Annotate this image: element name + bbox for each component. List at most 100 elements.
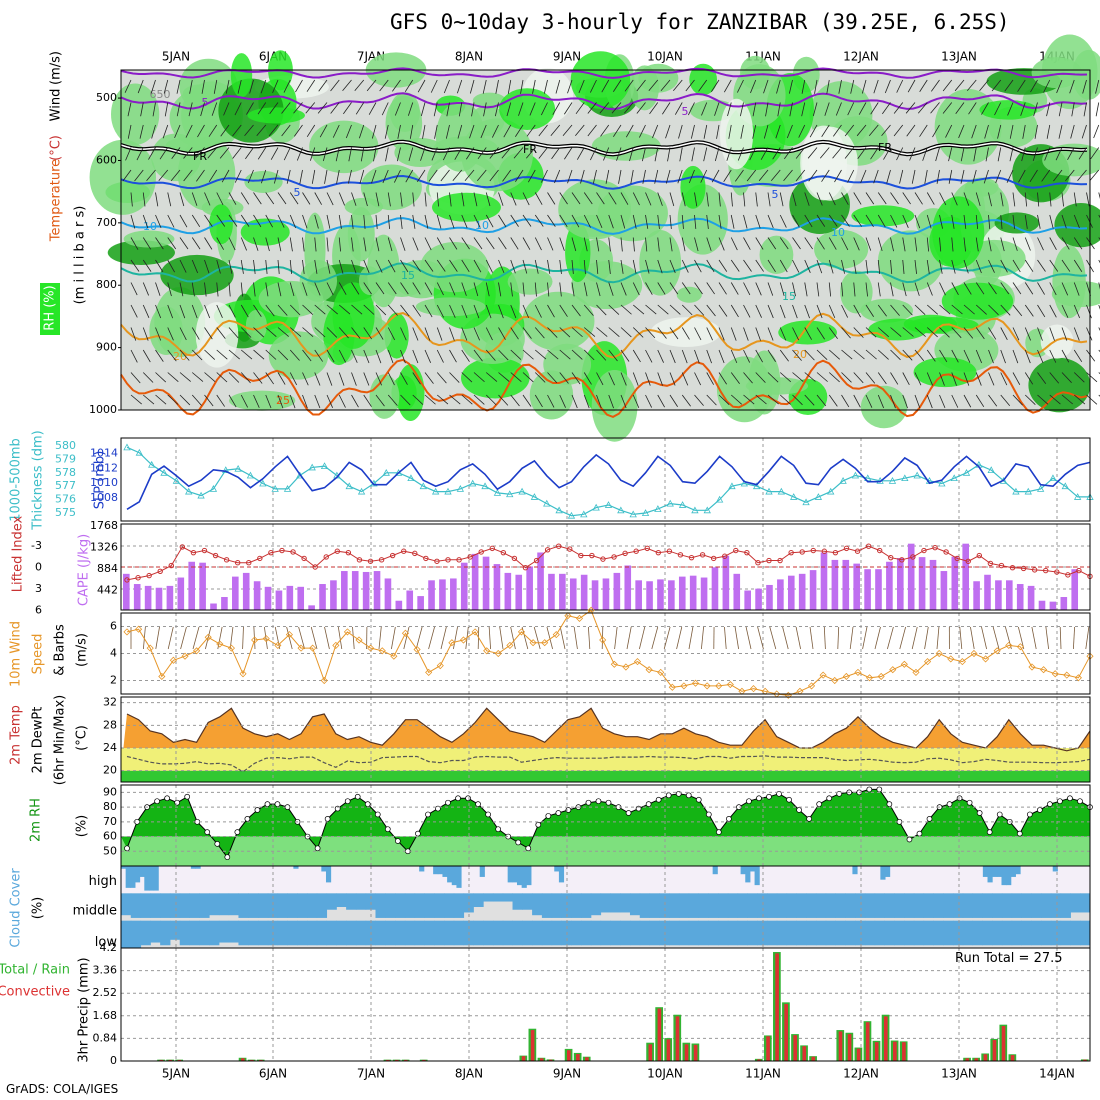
cloud-bar-low [355, 920, 367, 946]
wind-barb [501, 147, 512, 159]
wind-barb [527, 169, 536, 183]
wind-barb [783, 169, 793, 182]
wind-barb [716, 124, 720, 139]
wind-speed-point [842, 672, 850, 681]
cape-frame [120, 523, 1091, 611]
wind-barb [596, 372, 604, 386]
precip-convective-bar [766, 1036, 770, 1061]
wind-barb [1000, 327, 1008, 341]
wind-barb [452, 169, 463, 182]
pressure-frame [120, 437, 1091, 522]
wind-barb [770, 169, 781, 181]
wind-barb [645, 282, 653, 295]
wind-barb [1069, 79, 1075, 94]
wind-barb [200, 102, 205, 117]
wind-barb [694, 304, 705, 316]
wind-barb [424, 237, 432, 251]
wind-speed-point [262, 635, 270, 643]
wind-barb [513, 147, 524, 159]
wind-barb [779, 282, 785, 297]
wind-barb [289, 192, 299, 205]
wind-barb [253, 327, 265, 338]
wind-barb [363, 394, 372, 407]
wind-barb [608, 282, 614, 296]
wind-barb [522, 349, 534, 360]
cloud-bar-low [1001, 920, 1013, 946]
wind-barb [127, 102, 132, 117]
wind-barb [975, 304, 987, 315]
wind-barb [240, 282, 243, 297]
wind-speed-point [297, 644, 305, 652]
wind-barb [1073, 237, 1083, 250]
lifted-index-point [622, 550, 628, 557]
cloud-bar-middle [1070, 893, 1081, 913]
cape-bar [1027, 585, 1035, 610]
wind-speed-point [343, 628, 352, 636]
surface-wind-barb [192, 626, 200, 650]
wind-barb [865, 327, 877, 338]
wind-barb [890, 237, 894, 252]
wind-barb [489, 169, 499, 182]
wind-barb [1070, 124, 1075, 139]
cloud-bar-middle [835, 893, 846, 918]
wind-speed-point [169, 656, 177, 664]
wind-barb [534, 237, 542, 251]
wind-barb [314, 304, 326, 315]
wind-barb [743, 394, 755, 405]
wind-barb [351, 214, 354, 229]
wind-barb [608, 349, 618, 362]
wind-barb [954, 79, 965, 92]
cape-bar [646, 581, 653, 610]
wind-barb [1098, 282, 1100, 290]
precip-convective-bar [811, 1056, 816, 1061]
cloud-bar-low [747, 920, 758, 946]
cloud-bar-high [1015, 866, 1021, 875]
lifted-index-point [699, 552, 706, 558]
wind-barb [1086, 304, 1092, 319]
ylabel-rh: RH (%) [43, 285, 58, 330]
wind-barb [902, 237, 906, 252]
ylabel-wind: Wind [49, 89, 64, 122]
surface-wind-barb [403, 626, 410, 650]
precip-convective-bar [657, 1008, 662, 1061]
wind-barb [948, 169, 953, 184]
wind-barb [1000, 304, 1011, 316]
cloud-bar-middle [894, 893, 905, 918]
cape-bar [1038, 600, 1046, 610]
cloud-bar-high [451, 866, 457, 886]
wind-barb [681, 192, 686, 207]
lifted-index-point [190, 549, 197, 556]
cloud-bar-high [521, 866, 527, 888]
wind-barb [424, 372, 434, 384]
thickness-point [382, 468, 390, 476]
cloud-bar-middle [884, 893, 895, 918]
wind-barb [795, 147, 806, 159]
wind-barb [587, 102, 597, 114]
wind-speed-point [181, 652, 189, 660]
wind-barb [412, 372, 421, 385]
wind-barb [767, 327, 774, 341]
wind-barb [1024, 237, 1031, 251]
cloud-bar-middle [561, 893, 572, 918]
wind-barb [792, 327, 800, 341]
lifted-index-point [744, 549, 750, 556]
cloud-bar-high [1006, 866, 1012, 886]
wind-barb [253, 372, 263, 384]
wind-barb [294, 124, 303, 137]
wind-barb [841, 259, 845, 274]
wind-barb [1000, 237, 1005, 252]
wind-barb [690, 124, 695, 139]
rh2m-tick-label: 50 [103, 844, 117, 857]
rh2m-tick-label: 60 [103, 830, 117, 843]
rh-patch [123, 230, 175, 248]
cloud-bar-low [581, 920, 592, 946]
wind-barb [730, 304, 739, 318]
thickness-point [938, 479, 946, 487]
wind-barb [324, 169, 328, 184]
cloud-bar-middle [189, 893, 200, 918]
wind-barb [727, 102, 732, 117]
precip-convective-bar [168, 1059, 173, 1061]
surface-wind-barb [970, 626, 975, 650]
wind-barb [877, 372, 887, 385]
wind-barb [559, 372, 569, 384]
